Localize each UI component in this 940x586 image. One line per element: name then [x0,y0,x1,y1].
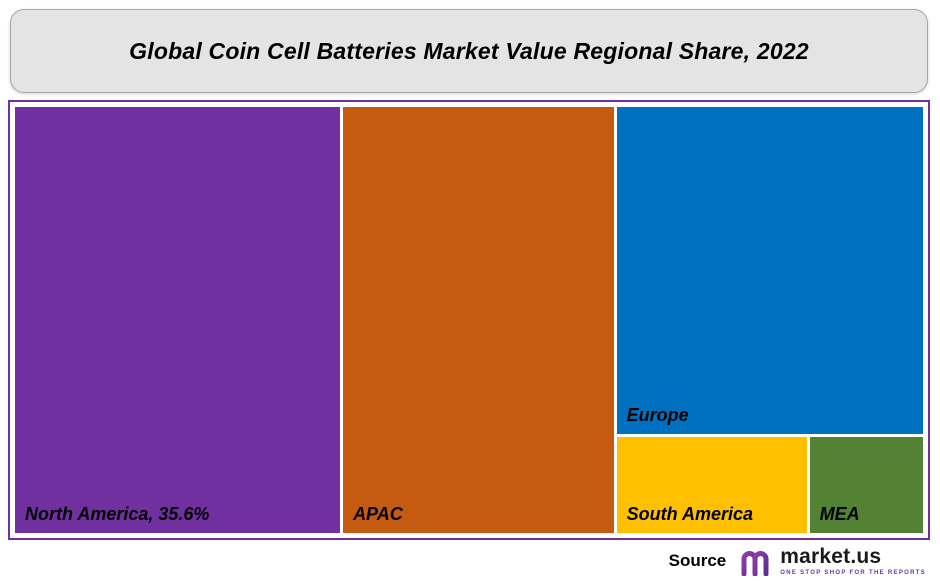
marketus-logo-text: market.us ONE STOP SHOP FOR THE REPORTS [780,546,926,576]
tile-label-europe: Europe [626,405,689,426]
marketus-logo: market.us ONE STOP SHOP FOR THE REPORTS [740,546,926,576]
tile-label-south-america: South America [626,504,754,524]
treemap-frame: North America, 35.6% APAC Europe South A… [8,100,930,540]
source-label: Source [668,551,727,570]
brand-tagline: ONE STOP SHOP FOR THE REPORTS [780,570,926,576]
tile-label-apac: APAC [353,504,403,524]
marketus-logo-icon [741,548,774,576]
chart-title: Global Coin Cell Batteries Market Value … [129,37,809,64]
chart-title-box: Global Coin Cell Batteries Market Value … [10,9,928,93]
treemap-tile-mea: MEA [809,437,923,533]
treemap-tile-north-america: North America, 35.6% [15,107,341,533]
brand-name: market.us [780,545,882,568]
source-row: Source market.us ONE STOP SHOP FOR THE R… [669,540,926,582]
tile-label-north-america: North America, 35.6% [25,504,210,524]
treemap-right-column: Europe South America MEA [616,107,923,533]
tile-label-mea: MEA [819,504,860,524]
treemap-tile-apac: APAC [343,107,614,533]
treemap-tile-south-america: South America [616,437,807,533]
treemap-bottom-row: South America MEA [616,437,923,533]
treemap-tile-europe: Europe [616,107,923,435]
treemap: North America, 35.6% APAC Europe South A… [15,107,923,533]
